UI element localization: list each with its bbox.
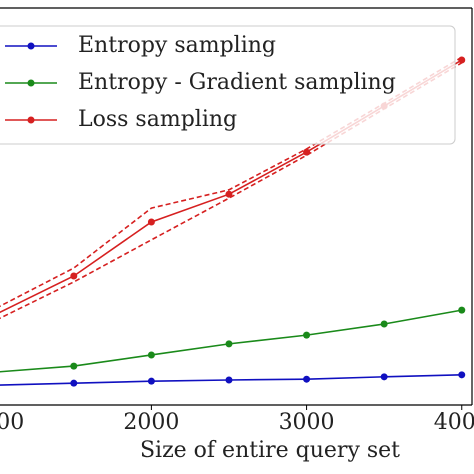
point [303,148,311,156]
point [70,379,78,387]
point [70,362,78,370]
point [147,351,155,359]
point [225,376,233,384]
point [380,320,388,328]
x-tick-label: 3000 [279,410,335,435]
legend-marker [27,79,35,87]
x-axis-label: Size of entire query set [140,438,400,463]
point [380,373,388,381]
x-tick-label: 2000 [123,410,179,435]
legend-label: Entropy - Gradient sampling [78,70,396,95]
point [225,340,233,348]
legend: Entropy sampling Entropy - Gradient sampl… [0,25,456,145]
point [458,56,466,64]
legend-marker [27,116,35,124]
legend-marker [27,42,35,50]
point [70,272,78,280]
legend-label: Entropy sampling [78,33,276,58]
legend-label: Loss sampling [78,107,237,132]
point [303,375,311,383]
x-tick-label: 1000 [0,410,24,435]
point [303,331,311,339]
point [147,218,155,226]
point [458,306,466,314]
point [458,371,466,379]
point [147,377,155,385]
x-tick-label: 4000 [434,410,474,435]
legend-box [0,25,456,145]
point [225,190,233,198]
